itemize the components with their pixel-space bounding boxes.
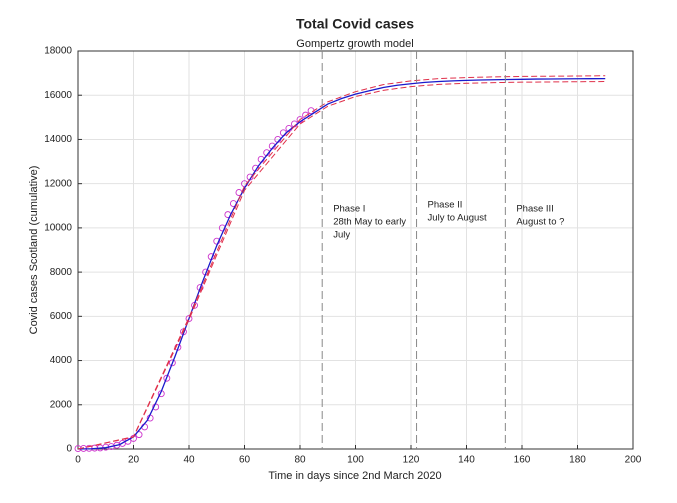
- y-tick-label: 10000: [44, 223, 72, 234]
- y-tick-label: 18000: [44, 46, 72, 57]
- x-tick-label: 60: [239, 455, 251, 466]
- data-point: [168, 359, 176, 367]
- y-tick-label: 14000: [44, 134, 72, 145]
- confidence-bound: [77, 75, 606, 450]
- phase-annotation: July: [333, 230, 350, 241]
- y-tick-label: 16000: [44, 90, 72, 101]
- chart-subtitle: Gompertz growth model: [296, 38, 413, 50]
- data-point: [185, 315, 193, 322]
- data-point: [163, 374, 171, 382]
- phase-annotation: Phase II: [428, 200, 463, 211]
- fit-line: [77, 77, 606, 450]
- y-axis-label: Covid cases Scotland (cumulative): [28, 166, 40, 335]
- x-tick-label: 80: [294, 455, 306, 466]
- y-tick-label: 0: [66, 444, 72, 455]
- y-tick-label: 2000: [50, 399, 73, 410]
- x-tick-label: 20: [128, 455, 140, 466]
- y-tick-label: 4000: [50, 355, 73, 366]
- x-tick-label: 200: [625, 455, 642, 466]
- x-tick-label: 120: [403, 455, 420, 466]
- phase-annotation: August to ?: [516, 217, 564, 228]
- phase-annotation: 28th May to early: [333, 217, 406, 228]
- chart-title: Total Covid cases: [296, 16, 414, 32]
- x-tick-label: 140: [458, 455, 475, 466]
- x-tick-label: 180: [569, 455, 586, 466]
- x-tick-label: 40: [183, 455, 195, 466]
- confidence-bound: [77, 81, 606, 450]
- y-tick-label: 6000: [50, 311, 73, 322]
- y-tick-label: 12000: [44, 178, 72, 189]
- x-axis-label: Time in days since 2nd March 2020: [268, 470, 441, 482]
- phase-annotation: July to August: [428, 213, 488, 224]
- x-tick-label: 160: [514, 455, 531, 466]
- x-tick-label: 100: [347, 455, 364, 466]
- phase-annotation: Phase I: [333, 204, 365, 215]
- plot-frame: [77, 50, 634, 450]
- y-tick-label: 8000: [50, 267, 73, 278]
- x-tick-label: 0: [75, 455, 81, 466]
- phase-annotation: Phase III: [516, 204, 554, 215]
